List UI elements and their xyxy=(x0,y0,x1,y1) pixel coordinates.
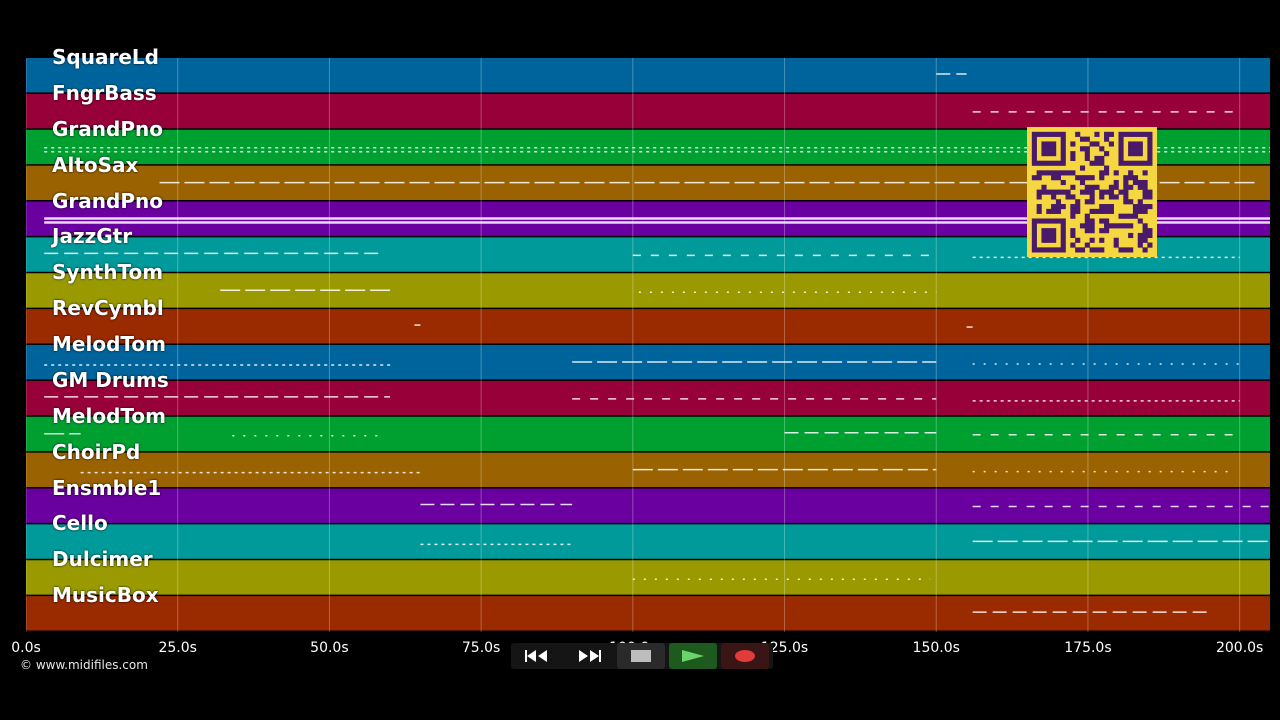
fast-forward-icon xyxy=(579,650,601,662)
track-label: Cello xyxy=(52,511,108,536)
track-label: Ensmble1 xyxy=(52,475,162,500)
track-band xyxy=(26,596,1270,631)
play-button[interactable] xyxy=(669,643,717,669)
track-label: MelodTom xyxy=(52,403,166,428)
record-button[interactable] xyxy=(721,643,769,669)
tick-label: 50.0s xyxy=(310,640,349,656)
track-band xyxy=(26,58,1270,93)
track-label: RevCymbl xyxy=(52,296,164,321)
track-label: ChoirPd xyxy=(52,439,141,464)
tick-label: 75.0s xyxy=(461,640,501,656)
track-label: MusicBox xyxy=(52,583,159,608)
track-band xyxy=(26,560,1270,595)
rewind-button[interactable] xyxy=(513,643,561,669)
stop-icon xyxy=(631,650,651,662)
track-label: MelodTom xyxy=(52,332,166,356)
tick-label: 150.0s xyxy=(912,640,960,656)
tick-label: 175.0s xyxy=(1064,640,1112,656)
copyright-text: © www.midifiles.com xyxy=(20,658,148,672)
tick-label: 0.0s xyxy=(11,640,41,656)
track-band xyxy=(26,273,1270,308)
record-icon xyxy=(735,650,755,662)
qr-code-icon xyxy=(1027,127,1157,257)
track-label: GrandPno xyxy=(52,116,163,141)
track-label: Dulcimer xyxy=(52,547,153,572)
track-label: JazzGtr xyxy=(52,224,133,249)
track-label: SquareLd xyxy=(52,45,159,69)
track-band xyxy=(26,309,1270,344)
transport-controls xyxy=(511,643,773,669)
track-label: SynthTom xyxy=(52,260,164,285)
tick-label: 200.0s xyxy=(1215,640,1264,656)
track-label: GM Drums xyxy=(52,367,169,392)
tick-label: 25.0s xyxy=(158,640,197,656)
play-icon xyxy=(682,650,704,662)
track-label: GrandPno xyxy=(52,188,163,213)
track-label: FngrBass xyxy=(52,80,157,105)
track-label: AltoSax xyxy=(52,152,139,177)
rewind-icon xyxy=(525,650,547,662)
fast-forward-button[interactable] xyxy=(565,643,613,669)
stop-button[interactable] xyxy=(617,643,665,669)
